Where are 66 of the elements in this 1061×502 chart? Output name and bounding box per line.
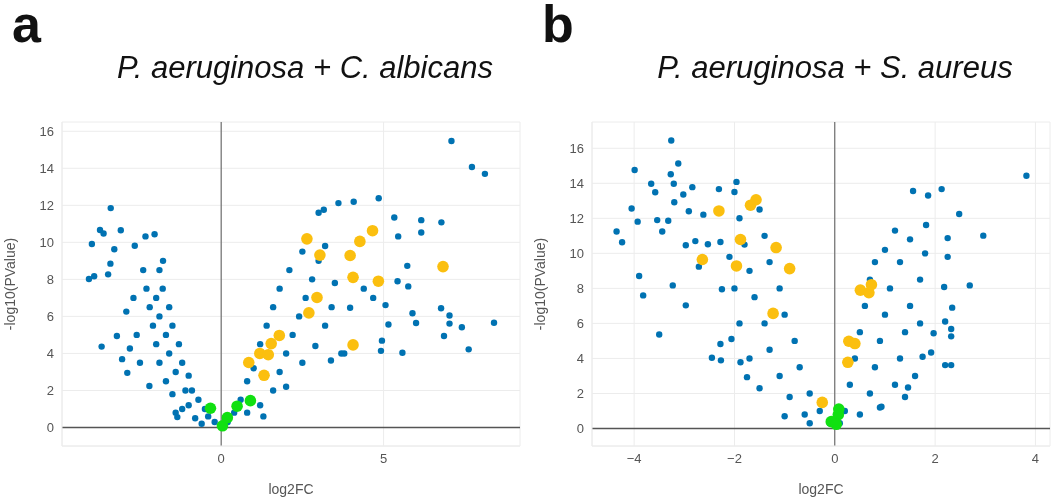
y-tick-label: 4 xyxy=(46,346,54,362)
point xyxy=(437,260,449,273)
point xyxy=(216,420,229,432)
y-tick-label: 6 xyxy=(576,316,584,332)
point xyxy=(258,369,270,382)
point xyxy=(221,411,234,424)
point xyxy=(265,337,277,350)
y-tick-label: 4 xyxy=(576,351,584,367)
chart-title: P. aeruginosa + S. aureus xyxy=(656,50,1014,86)
point xyxy=(842,356,854,369)
point xyxy=(750,193,762,206)
x-tick-label: −2 xyxy=(727,451,742,467)
point xyxy=(816,396,829,409)
point xyxy=(770,241,782,254)
x-tick-label: 0 xyxy=(217,451,225,467)
point xyxy=(311,291,323,304)
y-tick-label: 12 xyxy=(39,197,54,213)
point xyxy=(301,233,313,245)
point xyxy=(730,260,743,272)
y-tick-label: 16 xyxy=(569,140,584,156)
point xyxy=(204,402,217,415)
text: b xyxy=(542,0,574,54)
point xyxy=(734,233,747,246)
point xyxy=(344,249,356,262)
point xyxy=(372,275,385,288)
y-tick-label: 8 xyxy=(46,271,54,287)
x-tick-label: 5 xyxy=(379,451,388,467)
y-tick-label: 10 xyxy=(39,234,54,250)
point xyxy=(849,337,861,350)
point xyxy=(354,235,366,248)
y-tick-label: 0 xyxy=(46,420,54,436)
y-axis-title: -log10(PValue) xyxy=(531,237,548,331)
point xyxy=(347,339,359,351)
point xyxy=(242,356,255,369)
y-tick-label: 8 xyxy=(576,280,584,296)
point xyxy=(303,307,315,319)
y-axis-title: -log10(PValue) xyxy=(1,237,18,331)
y-tick-label: 12 xyxy=(569,210,584,226)
y-tick-label: 2 xyxy=(46,383,54,399)
y-tick-label: 14 xyxy=(39,160,54,176)
point xyxy=(366,224,379,237)
x-tick-label: −4 xyxy=(626,451,642,467)
point xyxy=(262,348,275,361)
x-tick-label: 2 xyxy=(931,451,939,467)
x-axis-title: log2FC xyxy=(268,481,314,497)
point xyxy=(865,278,878,291)
y-tick-label: 16 xyxy=(39,123,54,139)
y-tick-label: 14 xyxy=(569,175,584,191)
point xyxy=(244,394,257,407)
y-tick-label: 0 xyxy=(576,421,584,437)
y-tick-label: 6 xyxy=(46,309,54,325)
point xyxy=(231,400,243,412)
chart-title: P. aeruginosa + C. albicans xyxy=(116,50,494,86)
text: a xyxy=(12,0,41,54)
y-tick-label: 10 xyxy=(569,245,584,261)
point xyxy=(767,307,779,320)
x-axis-title: log2FC xyxy=(798,481,844,497)
point xyxy=(314,249,326,261)
point xyxy=(696,253,709,266)
point xyxy=(347,271,359,284)
y-tick-label: 2 xyxy=(576,386,584,402)
point xyxy=(783,262,796,275)
point xyxy=(273,329,286,342)
x-tick-label: 0 xyxy=(831,451,839,467)
point xyxy=(713,205,725,217)
x-tick-label: 4 xyxy=(1031,451,1040,467)
